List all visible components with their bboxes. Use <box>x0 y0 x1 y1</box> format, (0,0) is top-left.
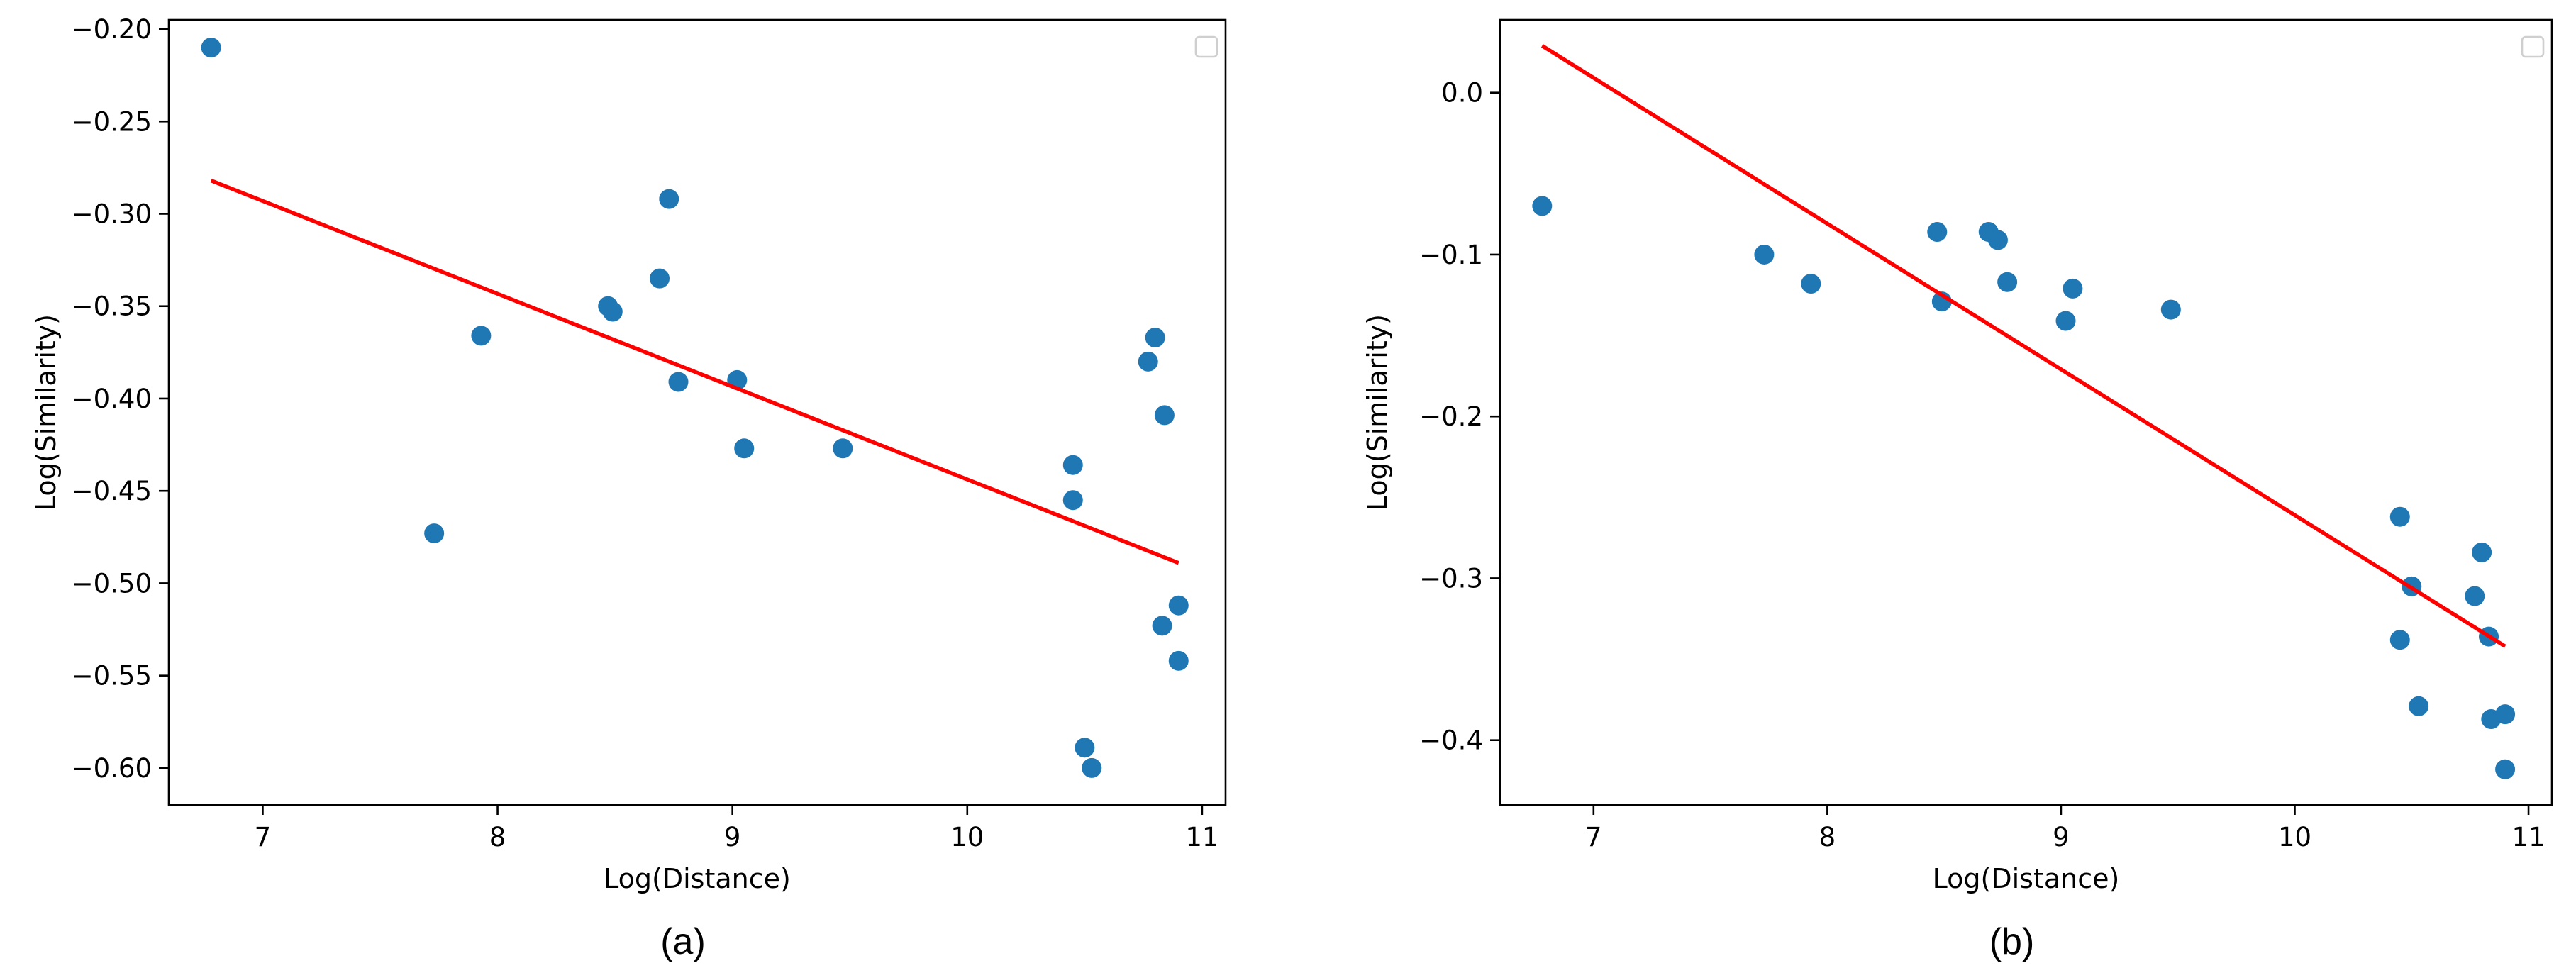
y-axis-label-b: Log(Similarity) <box>1362 314 1393 511</box>
data-point-a-16 <box>1145 328 1165 348</box>
y-tick-label-a-5: −0.35 <box>72 291 152 322</box>
y-axis-label-a: Log(Similarity) <box>30 314 62 511</box>
data-point-a-11 <box>1062 455 1083 475</box>
caption-b: (b) <box>1989 921 2035 962</box>
x-axis-label-b: Log(Distance) <box>1933 863 2120 894</box>
data-point-b-1 <box>1754 244 1775 265</box>
data-point-a-2 <box>471 326 492 346</box>
y-tick-label-b-3: −0.1 <box>1419 240 1483 270</box>
data-point-a-12 <box>1062 490 1083 511</box>
data-point-b-7 <box>1997 272 2018 292</box>
data-point-b-2 <box>1801 274 1821 294</box>
data-point-b-14 <box>2409 696 2429 716</box>
x-tick-label-a-4: 11 <box>1185 822 1218 852</box>
data-point-b-16 <box>2472 542 2492 562</box>
y-tick-label-a-2: −0.50 <box>72 568 152 599</box>
x-tick-label-b-2: 9 <box>2053 822 2070 852</box>
x-tick-label-a-0: 7 <box>255 822 272 852</box>
data-point-a-14 <box>1082 757 1102 778</box>
y-tick-label-b-4: 0.0 <box>1441 78 1483 109</box>
data-point-a-17 <box>1152 616 1172 636</box>
data-point-a-19 <box>1168 595 1189 616</box>
fit-line-b <box>1540 44 2506 648</box>
y-tick-label-a-4: −0.40 <box>72 384 152 414</box>
x-tick-label-a-2: 9 <box>724 822 741 852</box>
data-point-a-5 <box>650 268 670 289</box>
x-tick-label-b-4: 11 <box>2511 822 2545 852</box>
data-point-b-12 <box>2389 630 2410 650</box>
fit-line-a <box>210 179 1179 565</box>
y-tick-label-b-1: −0.3 <box>1419 563 1483 594</box>
y-tick-label-a-1: −0.55 <box>72 661 152 691</box>
data-point-a-7 <box>668 372 689 392</box>
data-point-b-6 <box>1987 230 2008 250</box>
x-tick-label-a-1: 8 <box>489 822 506 852</box>
y-tick-label-a-7: −0.25 <box>72 106 152 137</box>
data-point-a-18 <box>1154 405 1175 426</box>
data-point-a-13 <box>1075 738 1095 758</box>
x-tick-label-b-0: 7 <box>1585 822 1602 852</box>
chart-b: 7 8 9 10 11 −0.4 −0.3 −0.2 −0.1 0.0 Log(Distance) L… <box>1362 18 2553 962</box>
y-tick-label-a-8: −0.20 <box>72 14 152 45</box>
data-point-a-0 <box>201 38 221 58</box>
x-tick-label-b-3: 10 <box>2278 822 2311 852</box>
legend-b <box>2521 35 2545 58</box>
data-point-a-1 <box>424 523 445 544</box>
data-point-b-0 <box>1532 196 1553 216</box>
y-tick-label-b-0: −0.4 <box>1419 725 1483 756</box>
x-tick-label-b-1: 8 <box>1819 822 1836 852</box>
y-tick-label-b-2: −0.2 <box>1419 401 1483 432</box>
data-point-b-15 <box>2465 586 2485 606</box>
x-tick-label-a-3: 10 <box>950 822 984 852</box>
data-point-b-11 <box>2389 506 2410 527</box>
data-point-b-9 <box>2063 278 2083 299</box>
y-tick-label-a-0: −0.60 <box>72 753 152 784</box>
data-point-a-4 <box>602 301 623 322</box>
data-point-b-10 <box>2160 299 2181 320</box>
data-point-b-19 <box>2495 704 2516 725</box>
y-tick-label-a-3: −0.45 <box>72 476 152 506</box>
data-point-b-20 <box>2495 759 2516 779</box>
plot-frame-b <box>1499 18 2553 806</box>
data-point-b-3 <box>1927 222 1948 243</box>
data-point-a-10 <box>833 438 853 459</box>
plot-frame-a <box>167 18 1227 806</box>
data-point-a-15 <box>1138 351 1158 372</box>
data-point-a-6 <box>659 189 679 209</box>
chart-a: 7 8 9 10 11 −0.60 −0.55 −0.50 −0.45 −0.40 −0.35 −0.… <box>30 14 1227 962</box>
x-axis-label-a: Log(Distance) <box>604 863 791 894</box>
data-point-a-9 <box>734 438 755 459</box>
legend-a <box>1194 35 1218 58</box>
data-point-b-8 <box>2055 311 2076 331</box>
caption-a: (a) <box>660 921 706 962</box>
y-tick-label-a-6: −0.30 <box>72 199 152 229</box>
data-point-a-20 <box>1168 650 1189 671</box>
